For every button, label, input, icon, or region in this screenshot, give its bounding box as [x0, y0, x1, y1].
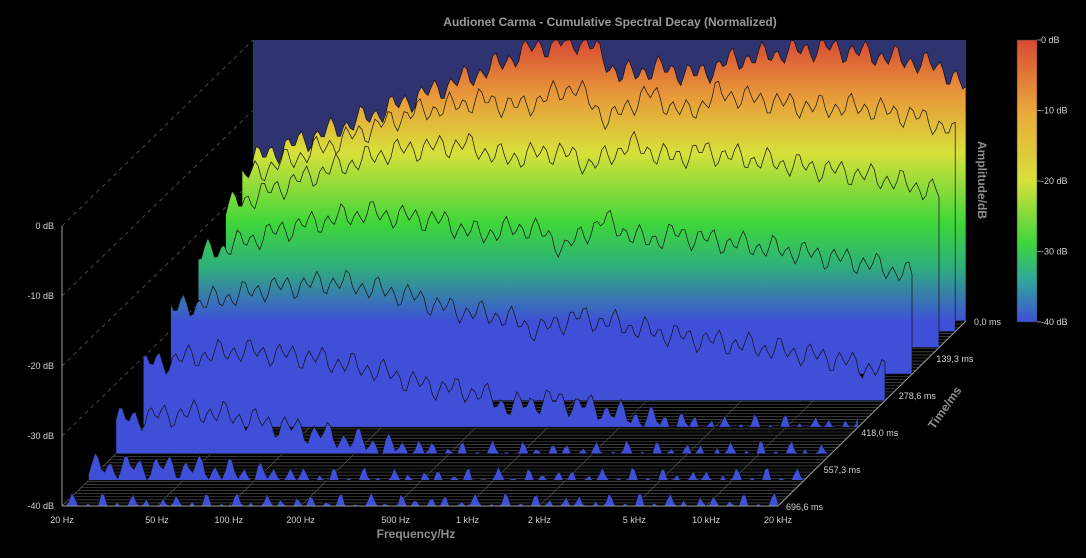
axes	[61, 226, 967, 507]
z-tick-label: 0,0 ms	[974, 317, 1002, 327]
x-ticks: 20 Hz 50 Hz 100 Hz 200 Hz 500 Hz 1 kHz 2 kHz 5 …	[50, 515, 792, 525]
z-ticks: 0,0 ms 139,3 ms 278,6 ms 418,0 ms 557,3 ms 69…	[786, 317, 1002, 512]
y-axis-label: Amplitude/dB	[975, 141, 989, 219]
z-tick-label: 139,3 ms	[936, 354, 974, 364]
decay-slice	[115, 399, 832, 455]
colorbar-tick-label: -10 dB	[1041, 106, 1068, 116]
x-tick-label: 2 kHz	[528, 515, 552, 525]
decay-slice	[142, 338, 859, 428]
chart-title: Audionet Carma - Cumulative Spectral Dec…	[443, 15, 776, 29]
x-tick-label: 200 Hz	[286, 515, 315, 525]
x-tick-label: 100 Hz	[215, 515, 244, 525]
x-tick-label: 50 Hz	[145, 515, 169, 525]
y-tick-label: -20 dB	[27, 361, 54, 371]
x-tick-label: 20 Hz	[50, 515, 74, 525]
x-tick-label: 500 Hz	[381, 515, 410, 525]
x-tick-label: 10 kHz	[692, 515, 721, 525]
y-tick-label: -40 dB	[27, 501, 54, 511]
decay-slices	[62, 39, 967, 507]
z-axis-line	[777, 320, 967, 507]
decay-slice	[88, 452, 805, 482]
y-tick-label: -30 dB	[27, 431, 54, 441]
y-ticks: 0 dB -10 dB -20 dB -30 dB -40 dB	[27, 221, 54, 511]
colorbar	[1016, 39, 1038, 323]
z-tick-label: 278,6 ms	[899, 391, 937, 401]
x-tick-label: 20 kHz	[764, 515, 793, 525]
y-tick-label: 0 dB	[35, 221, 54, 231]
y-tick-label: -10 dB	[27, 291, 54, 301]
colorbar-ticks: 0 dB -10 dB -20 dB -30 dB -40 dB	[1037, 35, 1068, 327]
z-tick-label: 557,3 ms	[824, 465, 862, 475]
x-axis-label: Frequency/Hz	[377, 527, 456, 541]
z-tick-label: 696,6 ms	[786, 502, 824, 512]
wall-guide-line	[61, 39, 254, 227]
colorbar-tick-label: -40 dB	[1041, 317, 1068, 327]
colorbar-tick-label: -30 dB	[1041, 247, 1068, 257]
x-tick-label: 1 kHz	[456, 515, 480, 525]
z-tick-label: 418,0 ms	[861, 428, 899, 438]
x-tick-label: 5 kHz	[623, 515, 647, 525]
colorbar-tick-label: -20 dB	[1041, 176, 1068, 186]
colorbar-tick-label: 0 dB	[1041, 35, 1060, 45]
